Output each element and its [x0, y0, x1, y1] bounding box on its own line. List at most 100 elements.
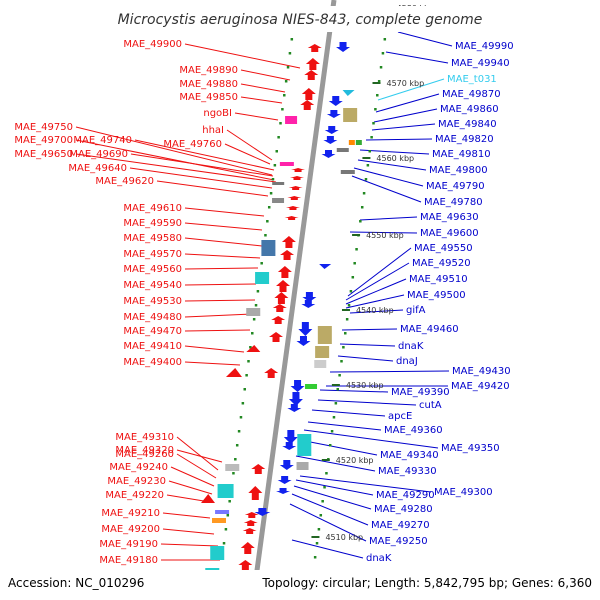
gene-label-left: MAE_49480	[123, 312, 182, 323]
gene-arrow-forward	[285, 206, 300, 210]
tick-dot	[355, 248, 358, 251]
gene-label-right: MAE_49990	[455, 41, 514, 52]
leader-line	[295, 455, 376, 472]
gene-block	[225, 464, 240, 471]
tick-dot	[383, 38, 387, 41]
tick-dot	[342, 346, 345, 349]
tick-dot	[251, 332, 254, 335]
tick-dot	[377, 80, 381, 83]
tick-dot	[321, 500, 324, 503]
tick-dot	[323, 486, 326, 489]
kbp-label: 4540 kbp	[356, 306, 394, 315]
leader-line	[170, 466, 215, 487]
leader-line	[184, 253, 261, 259]
tick-dot	[336, 388, 339, 391]
leader-line	[311, 409, 386, 417]
leader-line	[234, 112, 279, 121]
gene-arrow-forward	[281, 236, 296, 248]
gene-label-left: MAE_49640	[68, 163, 127, 174]
gene-arrow-forward	[244, 512, 259, 518]
tick-dot	[256, 290, 260, 293]
gene-label-left: MAE_49690	[69, 149, 128, 160]
gene-label-right: MAE_49360	[384, 425, 443, 436]
gene-label-right: dnaK	[366, 553, 392, 564]
leader-line	[359, 216, 418, 221]
gene-label-right: MAE_49810	[432, 149, 491, 160]
tick-dot	[332, 416, 336, 419]
gene-label-right: MAE_49300	[434, 487, 493, 498]
leader-line	[337, 355, 394, 362]
tick-dot	[267, 206, 271, 209]
gene-arrow-reverse	[283, 430, 298, 444]
gene-arrow-reverse	[301, 300, 316, 308]
gene-label-right: MAE_49870	[442, 89, 501, 100]
gene-block	[255, 272, 270, 284]
gene-label-right: MAE_49780	[424, 197, 483, 208]
tick-dot	[260, 262, 263, 265]
leader-line	[184, 345, 245, 353]
tick-dot	[252, 318, 256, 321]
tick-dot	[234, 458, 237, 461]
tick-dot	[340, 360, 343, 363]
gene-block	[355, 140, 362, 145]
accession-text: Accession: NC_010296	[8, 576, 144, 590]
gene-block	[314, 360, 327, 368]
leader-line	[184, 267, 259, 270]
kbp-label: 4560 kbp	[376, 154, 414, 163]
leader-line	[373, 108, 438, 123]
tick-dot	[286, 66, 290, 69]
gene-label-right: MAE_49600	[420, 228, 479, 239]
gene-arrow-forward	[248, 486, 263, 500]
gene-arrow-forward	[240, 542, 255, 554]
gene-block	[336, 148, 349, 152]
gene-arrow-reverse	[298, 322, 313, 336]
gene-arrow-forward	[284, 216, 299, 220]
gene-label-right: apcE	[388, 411, 412, 422]
tick-dot	[349, 290, 353, 293]
gene-arrow-forward	[280, 250, 295, 260]
gene-block	[217, 484, 234, 498]
gene-arrow-forward	[274, 292, 289, 304]
gene-arrow-forward	[307, 44, 322, 52]
gene-arrow-reverse	[323, 136, 338, 144]
tick-dot	[226, 514, 230, 517]
leader-line	[345, 278, 407, 305]
gene-label-left: MAE_49260	[115, 449, 174, 460]
gene-arrow-forward	[301, 88, 316, 100]
gene-block	[317, 326, 332, 344]
gene-arrow-forward	[264, 368, 279, 378]
leader-line	[397, 31, 453, 47]
gene-label-right: MAE_49330	[378, 466, 437, 477]
gene-arrow-reverse	[326, 110, 341, 118]
leader-line	[377, 78, 445, 101]
leader-line	[130, 153, 274, 177]
gene-label-right: MAE_49420	[451, 381, 510, 392]
kbp-label: 4520 kbp	[336, 456, 374, 465]
tick-dot	[254, 304, 258, 307]
topology-text: Topology: circular; Length: 5,842,795 bp…	[261, 576, 592, 590]
tick-dot	[328, 444, 332, 447]
map-title: Microcystis aeruginosa NIES-843, complet…	[118, 12, 483, 28]
gene-label-right: MAE_49630	[420, 212, 479, 223]
gene-label-right: MAE_49390	[391, 387, 450, 398]
gene-label-left: MAE_49560	[123, 264, 182, 275]
tick-dot	[353, 262, 356, 265]
gene-label-right: MAE_49520	[412, 258, 471, 269]
gene-label-left: MAE_49470	[123, 326, 182, 337]
gene-label-left: MAE_49220	[105, 490, 164, 501]
gene-label-left: MAE_49230	[107, 476, 166, 487]
gene-label-right: MAE_49270	[371, 520, 430, 531]
gene-arrow-forward	[300, 100, 315, 110]
leader-line	[293, 485, 372, 510]
tick-dot	[317, 528, 321, 531]
gene-label-left: MAE_49650	[14, 149, 73, 160]
leader-line	[184, 299, 256, 302]
leader-line	[75, 139, 275, 181]
gene-block	[348, 140, 355, 145]
gene-block	[297, 434, 312, 456]
tick-dot	[235, 444, 239, 447]
leader-line	[75, 126, 273, 176]
tick-dot	[247, 360, 250, 363]
gene-label-left: MAE_49580	[123, 233, 182, 244]
leader-line	[339, 343, 396, 347]
